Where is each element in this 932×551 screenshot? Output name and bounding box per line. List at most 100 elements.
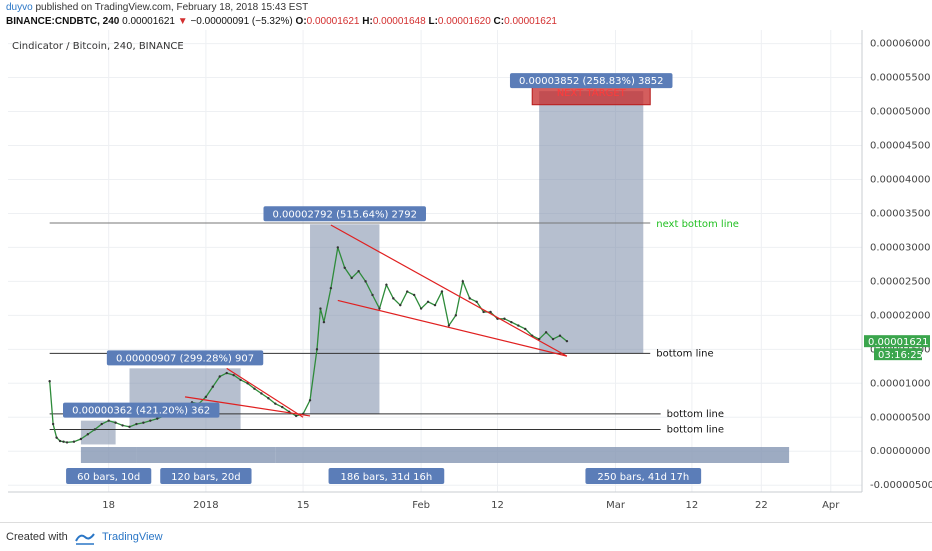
author-name[interactable]: duyvo xyxy=(6,2,33,13)
range-label-bg xyxy=(509,73,673,89)
x-axis: 18 2018 15 Feb 12 Mar 12 22 Apr xyxy=(102,500,840,511)
y-axis: 0.00006000 0.00005500 0.00005000 0.00004500… xyxy=(864,39,932,491)
price-point xyxy=(86,433,90,436)
price-point xyxy=(489,310,492,314)
symbol-text: BINANCE:CNDBTC, 240 xyxy=(6,16,120,27)
price-point xyxy=(544,331,548,334)
price-point xyxy=(218,375,221,378)
y-tick-label: 0.00000000 xyxy=(870,446,930,457)
price-point xyxy=(517,324,520,327)
price-point xyxy=(156,417,159,420)
horizontal-line-label: next bottom line xyxy=(656,219,739,230)
chart-title: Cindicator / Bitcoin, 240, BINANCE xyxy=(12,41,184,52)
bar-span-box xyxy=(497,447,790,463)
price-point xyxy=(392,297,395,300)
price-point xyxy=(336,246,339,249)
price-point xyxy=(93,428,96,431)
price-point xyxy=(565,339,569,343)
created-with-text: Created with xyxy=(6,531,68,543)
wedge-line xyxy=(337,299,568,357)
close-label: C: xyxy=(493,16,505,27)
x-tick-label: 22 xyxy=(755,500,768,511)
y-tick-label: 0.00006000 xyxy=(870,39,930,50)
price-point xyxy=(308,399,312,402)
range-label-bg xyxy=(106,350,264,366)
open-label: O: xyxy=(295,16,307,27)
price-point xyxy=(482,310,485,314)
y-tick-label: 0.00002500 xyxy=(870,276,930,287)
price-point xyxy=(114,421,117,424)
bar-count-label-bg xyxy=(66,468,152,484)
y-tick-label: -0.00000500 xyxy=(870,480,932,491)
price-point xyxy=(121,424,124,427)
price-point xyxy=(433,303,437,307)
price-point xyxy=(510,320,513,324)
price-point xyxy=(322,320,326,324)
price-point xyxy=(294,414,298,418)
down-arrow-icon: ▼ xyxy=(177,16,188,27)
range-box xyxy=(80,420,116,445)
price-point xyxy=(142,421,145,424)
price-point xyxy=(378,307,381,310)
price-point xyxy=(419,307,423,310)
price-tag: 0.00001621 xyxy=(868,337,928,348)
price-change: −0.00000091 (−5.32%) xyxy=(190,16,293,27)
x-tick-label: 15 xyxy=(297,500,310,511)
tradingview-brand-link[interactable]: TradingView xyxy=(102,531,163,543)
price-point xyxy=(385,283,388,286)
bar-span-box xyxy=(80,447,137,463)
price-point xyxy=(107,419,110,422)
price-point xyxy=(267,397,270,400)
price-point xyxy=(55,436,58,439)
close-value: 0.00001621 xyxy=(504,16,557,27)
range-label: 0.00003852 (258.83%) 3852 xyxy=(519,76,664,87)
price-point xyxy=(371,293,374,297)
y-tick-label: 0.00001000 xyxy=(870,378,930,389)
grid-lines xyxy=(8,30,863,493)
price-point xyxy=(79,437,83,441)
price-point xyxy=(100,422,103,426)
price-point xyxy=(260,392,263,395)
bar-count-boxes: 60 bars, 10d 120 bars, 20d 186 bars, 31d 1… xyxy=(66,447,790,484)
range-box xyxy=(539,91,644,354)
price-point xyxy=(503,317,506,320)
x-tick-label: Mar xyxy=(606,500,626,511)
x-tick-label: 2018 xyxy=(193,500,218,511)
price-series xyxy=(48,246,569,444)
y-tick-label: 0.00002000 xyxy=(870,310,930,321)
publish-info: duyvo published on TradingView.com, Febr… xyxy=(6,2,308,13)
countdown-bg xyxy=(874,348,922,361)
price-point xyxy=(135,422,138,426)
price-point xyxy=(204,395,208,399)
y-tick-label: 0.00003000 xyxy=(870,242,930,253)
bar-count-label-bg xyxy=(585,468,702,484)
x-tick-label: 18 xyxy=(102,500,115,511)
y-tick-label: 0.00005500 xyxy=(870,73,930,84)
target-label: NEXT TARGET xyxy=(557,88,627,99)
x-tick-label: 12 xyxy=(686,500,699,511)
price-point xyxy=(319,307,322,310)
y-tick-label: 0.00000500 xyxy=(870,412,930,423)
price-point xyxy=(357,269,360,273)
low-label: L: xyxy=(428,16,438,27)
price-point xyxy=(239,378,242,382)
bar-span-box xyxy=(275,447,498,463)
price-point xyxy=(406,290,409,293)
price-point xyxy=(364,280,367,283)
price-point xyxy=(225,371,228,375)
price-point xyxy=(461,280,464,283)
price-point xyxy=(281,405,284,409)
ohlc-info: BINANCE:CNDBTC, 240 0.00001621 ▼ −0.0000… xyxy=(6,16,557,27)
price-point xyxy=(558,334,562,337)
price-point xyxy=(51,422,55,426)
price-point xyxy=(350,276,353,280)
price-point xyxy=(72,440,76,443)
price-point xyxy=(128,425,131,428)
price-point xyxy=(440,290,444,293)
bar-count-label: 186 bars, 31d 16h xyxy=(341,472,433,483)
price-point xyxy=(524,327,527,331)
price-chart[interactable]: NEXT TARGET next bottom line bottom line b… xyxy=(0,30,932,522)
price-point xyxy=(447,324,451,327)
price-point xyxy=(551,337,555,341)
bar-count-label: 120 bars, 20d xyxy=(171,472,241,483)
